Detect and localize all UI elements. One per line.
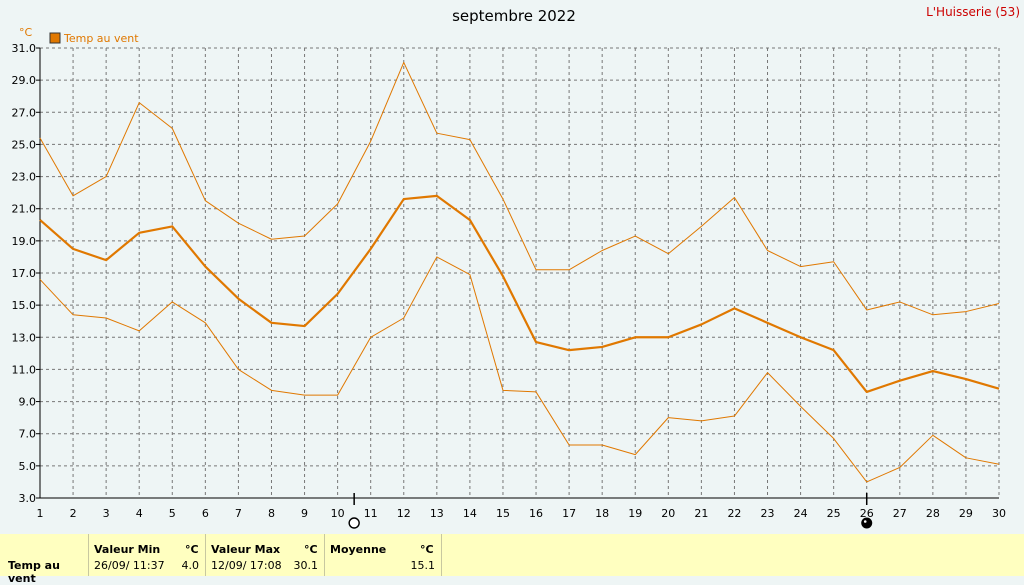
x-tick-label: 16 (529, 507, 543, 520)
legend-label: Temp au vent (63, 32, 139, 45)
y-tick-label: 23.0 (12, 171, 37, 184)
y-tick-label: 31.0 (12, 42, 37, 55)
y-tick-label: 17.0 (12, 267, 37, 280)
x-tick-label: 28 (926, 507, 940, 520)
max-value: 30.1 (293, 559, 319, 572)
x-tick-label: 9 (301, 507, 308, 520)
avg-header: Moyenne (330, 543, 387, 556)
x-tick-label: 8 (268, 507, 275, 520)
x-tick-label: 4 (136, 507, 143, 520)
y-tick-label: 19.0 (12, 235, 37, 248)
x-tick-label: 14 (463, 507, 477, 520)
grid (39, 47, 1000, 499)
x-tick-label: 10 (331, 507, 345, 520)
x-tick-label: 7 (235, 507, 242, 520)
x-tick-label: 29 (959, 507, 973, 520)
max-header: Valeur Max (211, 543, 281, 556)
x-tick-label: 3 (103, 507, 110, 520)
summary-min-cell: Valeur Min °C 26/09/ 11:37 4.0 (88, 534, 206, 576)
max-timestamp: 12/09/ 17:08 (211, 559, 282, 572)
y-tick-label: 27.0 (12, 106, 37, 119)
y-tick-label: 13.0 (12, 331, 37, 344)
summary-row-label: Temp au vent (8, 559, 60, 585)
series-line-max (39, 61, 1000, 316)
station-name: L'Huisserie (53) (926, 5, 1020, 19)
x-tick-label: 21 (694, 507, 708, 520)
x-tick-label: 25 (827, 507, 841, 520)
avg-unit: °C (420, 543, 434, 556)
y-tick-label: 15.0 (12, 299, 37, 312)
y-tick-label: 3.0 (19, 492, 37, 505)
avg-value: 15.1 (410, 559, 436, 572)
y-unit-label: °C (19, 26, 33, 39)
y-tick-label: 21.0 (12, 203, 37, 216)
y-tick-label: 9.0 (19, 396, 37, 409)
y-tick-label: 5.0 (19, 460, 37, 473)
x-tick-label: 26 (860, 507, 874, 520)
max-unit: °C (304, 543, 318, 556)
x-tick-label: 12 (397, 507, 411, 520)
x-tick-label: 17 (562, 507, 576, 520)
full-moon-icon (348, 517, 360, 529)
new-moon-icon (861, 517, 873, 529)
x-tick-label: 15 (496, 507, 510, 520)
y-tick-label: 25.0 (12, 138, 37, 151)
x-tick-label: 13 (430, 507, 444, 520)
y-tick-label: 29.0 (12, 74, 37, 87)
x-tick-label: 2 (70, 507, 77, 520)
min-header: Valeur Min (94, 543, 161, 556)
x-tick-label: 30 (992, 507, 1006, 520)
x-tick-label: 18 (595, 507, 609, 520)
series-line-mean (39, 194, 1000, 394)
chart-title: septembre 2022 (452, 7, 576, 25)
summary-row-label-cell: Temp au vent (0, 534, 89, 585)
summary-max-cell: Valeur Max °C 12/09/ 17:08 30.1 (205, 534, 325, 576)
x-tick-label: 22 (727, 507, 741, 520)
min-value: 4.0 (181, 559, 200, 572)
x-tick-label: 1 (37, 507, 44, 520)
moon-phases (348, 493, 873, 529)
x-tick-label: 11 (364, 507, 378, 520)
x-tick-label: 27 (893, 507, 907, 520)
series-line-min (39, 256, 1000, 483)
axes: 3.0 5.0 7.0 9.0 11.0 13.0 15.0 17.0 19.0 21.0 23.0… (12, 42, 1007, 520)
series-lines (39, 61, 1000, 483)
x-tick-label: 20 (661, 507, 675, 520)
min-unit: °C (185, 543, 199, 556)
legend-swatch (49, 32, 61, 44)
x-tick-label: 6 (202, 507, 209, 520)
x-tick-label: 23 (761, 507, 775, 520)
y-tick-label: 7.0 (19, 428, 37, 441)
x-tick-label: 5 (169, 507, 176, 520)
summary-panel: Temp au vent Valeur Min °C 26/09/ 11:37 … (0, 534, 1024, 585)
summary-avg-cell: Moyenne °C 15.1 (324, 534, 442, 576)
y-tick-label: 11.0 (12, 363, 37, 376)
min-timestamp: 26/09/ 11:37 (94, 559, 165, 572)
chart-area: septembre 2022 L'Huisserie (53) °C Temp … (12, 5, 1020, 529)
x-tick-label: 24 (794, 507, 808, 520)
new-moon-highlight (863, 520, 867, 523)
x-tick-label: 19 (628, 507, 642, 520)
